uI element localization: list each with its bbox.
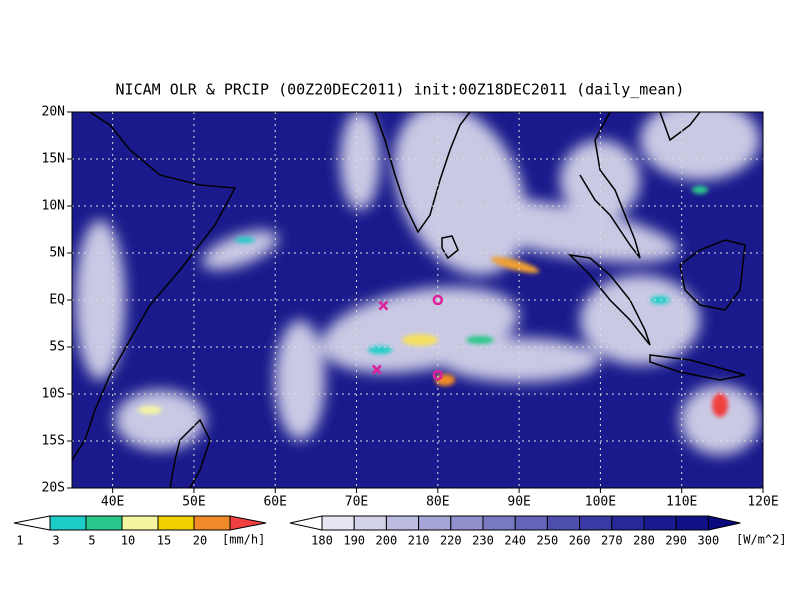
colorbar-label: 240	[504, 534, 526, 548]
colorbar-box	[193, 515, 231, 531]
olr-colorbar: 180 190 200 210 220 230 240 250 260 270 280 290 300 […	[289, 515, 787, 548]
coastlines	[72, 112, 746, 488]
colorbar-box	[321, 515, 355, 531]
x-tick-label: 70E	[345, 495, 368, 510]
y-tick-label: 5N	[49, 246, 65, 261]
colorbar-box	[482, 515, 516, 531]
colorbar-unit: [mm/h]	[222, 533, 265, 547]
colorbar-box	[418, 515, 452, 531]
x-tick-label: 80E	[426, 495, 449, 510]
colorbar-label: 180	[311, 534, 333, 548]
colorbar-label: 190	[343, 534, 365, 548]
colorbar-label: 280	[633, 534, 655, 548]
colorbar-box	[611, 515, 645, 531]
y-tick-label: 15S	[42, 434, 65, 449]
colorbar-box	[514, 515, 548, 531]
x-tick-label: 40E	[101, 495, 124, 510]
colorbar-label: 300	[698, 534, 720, 548]
y-tick-label: EQ	[49, 293, 65, 308]
colorbar-triangle	[289, 515, 323, 531]
colorbar-box	[450, 515, 484, 531]
x-tick-label: 90E	[507, 495, 530, 510]
colorbar-box	[546, 515, 581, 531]
colorbar-label: 5	[88, 534, 95, 548]
marker-circle	[432, 369, 444, 381]
colorbar-unit: [W/m^2]	[736, 533, 787, 547]
marker-x	[371, 364, 382, 375]
colorbar-box	[385, 515, 420, 531]
colorbar-triangle	[229, 515, 267, 531]
colorbar-box	[85, 515, 123, 531]
precip-colorbar: 1 3 5 10 15 20 [mm/h]	[13, 515, 267, 548]
x-tick-label: 60E	[263, 495, 286, 510]
colorbar-box	[643, 515, 677, 531]
colorbar-label: 210	[408, 534, 430, 548]
colorbar-label: 250	[537, 534, 559, 548]
colorbar-box	[353, 515, 387, 531]
marker-circle	[432, 294, 444, 306]
y-tick-label: 10S	[42, 387, 65, 402]
x-tick-label: 100E	[585, 495, 616, 510]
colorbar-label: 10	[121, 534, 135, 548]
grid	[72, 112, 763, 488]
y-tick-label: 15N	[42, 152, 65, 167]
colorbar-label: 200	[376, 534, 398, 548]
precip-patches	[138, 186, 728, 417]
title: NICAM OLR & PRCIP (00Z20DEC2011) init:00…	[116, 81, 685, 99]
map-field	[72, 112, 763, 488]
y-tick-label: 5S	[49, 340, 65, 355]
colorbar-box	[579, 515, 613, 531]
cloud-field	[75, 112, 760, 455]
colorbar-box	[49, 515, 87, 531]
colorbar-label: 1	[16, 534, 23, 548]
colorbar-label: 270	[601, 534, 623, 548]
colorbar-box	[157, 515, 195, 531]
colorbar-triangle	[707, 515, 741, 531]
colorbar-label: 260	[569, 534, 591, 548]
markers	[371, 294, 444, 381]
x-tick-label: 120E	[747, 495, 778, 510]
colorbar-label: 220	[440, 534, 462, 548]
colorbar-label: 20	[193, 534, 207, 548]
y-tick-label: 20S	[42, 481, 65, 496]
colorbar-label: 290	[665, 534, 687, 548]
colorbar-label: 3	[52, 534, 59, 548]
marker-x	[378, 300, 389, 311]
y-tick-label: 20N	[42, 105, 65, 120]
x-tick-label: 50E	[182, 495, 205, 510]
colorbar-triangle	[13, 515, 51, 531]
y-tick-label: 10N	[42, 199, 65, 214]
colorbar-box	[121, 515, 159, 531]
x-tick-label: 110E	[666, 495, 697, 510]
axes: 40E 50E 60E 70E 80E 90E 100E 110E 120E 20N 15N 10N 5…	[42, 105, 779, 510]
colorbar-label: 15	[157, 534, 171, 548]
colorbar-box	[675, 515, 709, 531]
colorbar-label: 230	[472, 534, 494, 548]
